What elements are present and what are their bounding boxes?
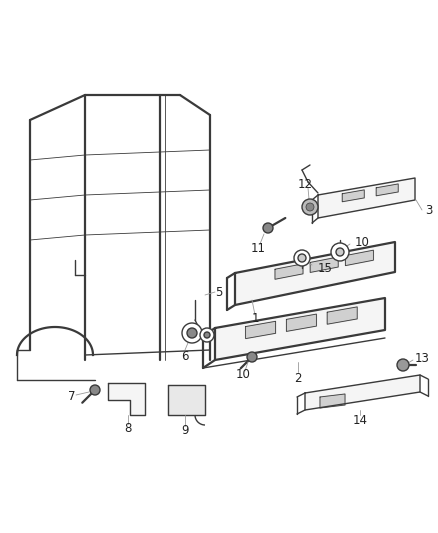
- Circle shape: [263, 223, 273, 233]
- Polygon shape: [346, 250, 374, 265]
- Polygon shape: [376, 184, 398, 196]
- Circle shape: [336, 248, 344, 256]
- Polygon shape: [108, 383, 145, 415]
- Text: 2: 2: [294, 372, 302, 384]
- Polygon shape: [275, 264, 303, 279]
- Circle shape: [397, 359, 409, 371]
- Polygon shape: [310, 257, 338, 272]
- Polygon shape: [305, 375, 420, 410]
- Text: 6: 6: [181, 350, 189, 362]
- Circle shape: [298, 254, 306, 262]
- Text: 14: 14: [353, 414, 367, 426]
- Circle shape: [200, 328, 214, 342]
- Text: 8: 8: [124, 422, 132, 434]
- Polygon shape: [168, 385, 205, 415]
- Text: 9: 9: [181, 424, 189, 437]
- Polygon shape: [246, 321, 276, 338]
- Circle shape: [187, 328, 197, 338]
- Text: 3: 3: [425, 204, 432, 216]
- Text: 11: 11: [251, 241, 265, 254]
- Text: 15: 15: [318, 262, 333, 274]
- Text: 10: 10: [355, 236, 370, 248]
- Text: 12: 12: [297, 179, 312, 191]
- Polygon shape: [327, 307, 357, 324]
- Text: 5: 5: [215, 286, 223, 298]
- Polygon shape: [320, 394, 345, 408]
- Polygon shape: [235, 242, 395, 305]
- Text: 13: 13: [415, 351, 430, 365]
- Text: 10: 10: [236, 368, 251, 382]
- Polygon shape: [286, 314, 316, 332]
- Circle shape: [302, 199, 318, 215]
- Circle shape: [247, 352, 257, 362]
- Polygon shape: [318, 178, 415, 218]
- Circle shape: [182, 323, 202, 343]
- Circle shape: [90, 385, 100, 395]
- Circle shape: [294, 250, 310, 266]
- Circle shape: [331, 243, 349, 261]
- Polygon shape: [342, 190, 364, 202]
- Text: 7: 7: [68, 391, 76, 403]
- Polygon shape: [215, 298, 385, 360]
- Circle shape: [306, 203, 314, 211]
- Text: 1: 1: [252, 311, 259, 325]
- Circle shape: [204, 332, 210, 338]
